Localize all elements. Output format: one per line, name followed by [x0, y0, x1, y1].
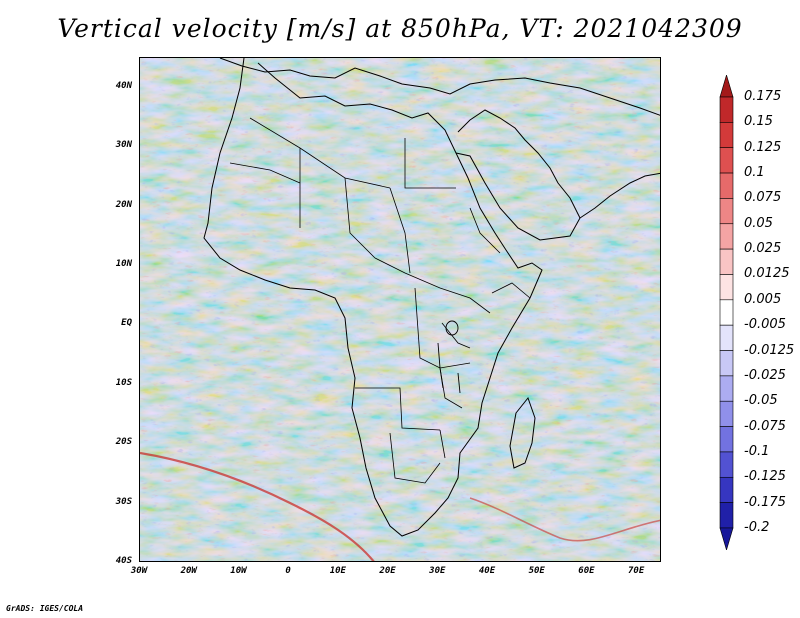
- lat-tick-label: EQ: [121, 318, 132, 329]
- colorbar-level-label: 0.075: [744, 190, 782, 206]
- colorbar-level-label: 0.05: [744, 215, 773, 231]
- map-canvas: [140, 58, 660, 561]
- lat-tick-label: 20N: [115, 199, 132, 210]
- colorbar-level-label: 0.005: [744, 291, 782, 307]
- lon-tick-label: 20W: [180, 566, 197, 576]
- colorbar-bin: [719, 502, 734, 529]
- arabia-coastline: [455, 109, 581, 241]
- colorbar-bin: [719, 274, 734, 301]
- lon-tick-label: 10E: [329, 566, 346, 576]
- lat-tick-label: 10N: [115, 258, 132, 269]
- credit-text: GrADS: IGES/COLA: [6, 604, 84, 613]
- colorbar-level-label: -0.05: [744, 393, 778, 409]
- lat-tick-label: 30S: [115, 496, 132, 507]
- border-line: [439, 429, 446, 459]
- lat-tick-label: 20S: [115, 437, 132, 448]
- colorbar-bottom-arrow: [719, 527, 734, 550]
- lake-malawi: [457, 372, 461, 394]
- colorbar-bin: [719, 350, 734, 377]
- colorbar-bin: [719, 172, 734, 199]
- colorbar-level-label: -0.025: [744, 367, 786, 383]
- lon-tick-label: 70E: [628, 566, 645, 576]
- colorbar-level-label: -0.005: [744, 317, 786, 333]
- lake-victoria: [445, 320, 459, 336]
- colorbar-bin: [719, 122, 734, 149]
- colorbar-level-label: -0.125: [744, 469, 786, 485]
- border-line: [441, 322, 471, 349]
- colorbar-bin: [719, 324, 734, 351]
- lon-tick-label: 60E: [578, 566, 595, 576]
- border-line: [491, 282, 531, 299]
- coastlines: [203, 58, 660, 537]
- lat-tick-label: 30N: [115, 140, 132, 151]
- colorbar-bin: [719, 198, 734, 225]
- border-line: [249, 117, 391, 189]
- border-line: [414, 287, 471, 369]
- colorbar-level-label: 0.025: [744, 241, 782, 257]
- colorbar-level-label: -0.2: [744, 520, 770, 535]
- lon-tick-label: 0: [285, 566, 291, 576]
- lat-tick-label: 40N: [115, 80, 132, 91]
- frontal-band-atlantic: [140, 451, 375, 561]
- lon-tick-label: 30E: [429, 566, 446, 576]
- colorbar-level-label: -0.0125: [744, 342, 795, 358]
- colorbar-bin: [719, 223, 734, 250]
- frontal-band-indian: [469, 497, 660, 542]
- asia-coastline: [579, 172, 660, 219]
- africa-coastline: [203, 58, 543, 537]
- colorbar-top-arrow: [719, 75, 734, 98]
- colorbar-bin: [719, 476, 734, 503]
- border-line: [404, 138, 456, 189]
- europe-coastline: [219, 58, 660, 116]
- border-line: [389, 187, 411, 274]
- border-line: [389, 432, 441, 484]
- country-borders: [229, 117, 531, 484]
- lon-tick-label: 10W: [230, 566, 247, 576]
- map-title: Vertical velocity [m/s] at 850hPa, VT: 2…: [57, 14, 743, 43]
- lat-tick-label: 10S: [115, 377, 132, 388]
- colorbar-level-label: -0.1: [744, 443, 770, 459]
- colorbar-bin: [719, 147, 734, 174]
- lakes: [437, 320, 461, 394]
- lon-tick-label: 40E: [478, 566, 496, 576]
- colorbar-bin: [719, 400, 734, 427]
- border-line: [355, 387, 441, 431]
- ascent-streaks: [140, 58, 660, 561]
- colorbar-level-label: 0.175: [744, 89, 782, 104]
- border-line: [469, 207, 501, 254]
- lat-tick-label: 40S: [115, 556, 132, 566]
- colorbar-bin: [719, 248, 734, 275]
- colorbar-bin: [719, 426, 734, 453]
- colorbar-level-label: 0.125: [744, 139, 782, 155]
- map-panel: [139, 57, 661, 562]
- border-line: [374, 257, 491, 314]
- colorbar-bin: [719, 96, 734, 123]
- lon-tick-label: 30W: [130, 566, 148, 576]
- colorbar-level-label: 0.15: [744, 114, 773, 130]
- lon-tick-label: 50E: [528, 566, 545, 576]
- lon-tick-label: 20E: [379, 566, 396, 576]
- colorbar-level-label: -0.175: [744, 494, 786, 510]
- border-line: [344, 177, 376, 259]
- lake-tanganyika: [437, 342, 444, 389]
- colorbar-bin: [719, 299, 734, 326]
- colorbar-level-label: -0.075: [744, 418, 786, 434]
- colorbar: [719, 75, 734, 550]
- colorbar-level-label: 0.0125: [744, 266, 790, 282]
- colorbar-level-label: 0.1: [744, 165, 765, 181]
- border-line: [229, 162, 301, 184]
- colorbar-bin: [719, 375, 734, 402]
- madagascar-coastline: [509, 396, 536, 469]
- colorbar-bin: [719, 451, 734, 478]
